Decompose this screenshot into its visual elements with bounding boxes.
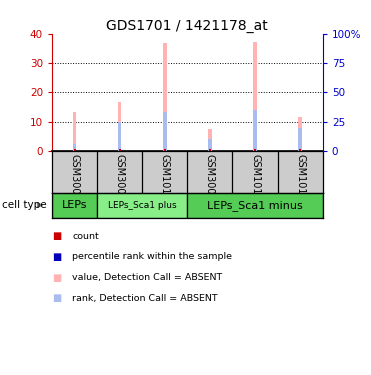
Title: GDS1701 / 1421178_at: GDS1701 / 1421178_at: [106, 19, 268, 33]
Text: GSM30084: GSM30084: [115, 154, 125, 207]
Text: LEPs_Sca1 plus: LEPs_Sca1 plus: [108, 201, 177, 210]
Text: count: count: [72, 232, 99, 241]
Bar: [187, 193, 323, 217]
Text: percentile rank within the sample: percentile rank within the sample: [72, 252, 232, 261]
Bar: [208, 139, 212, 151]
Text: ■: ■: [52, 252, 61, 262]
Text: ■: ■: [52, 273, 61, 282]
Bar: [298, 128, 302, 151]
Bar: [298, 117, 302, 151]
Bar: [97, 193, 187, 217]
Text: GSM30085: GSM30085: [205, 154, 215, 207]
Bar: [163, 112, 167, 151]
Text: cell type: cell type: [2, 200, 46, 210]
Text: value, Detection Call = ABSENT: value, Detection Call = ABSENT: [72, 273, 223, 282]
Bar: [52, 193, 97, 217]
Bar: [73, 112, 76, 151]
Text: GSM101118: GSM101118: [250, 154, 260, 213]
Bar: [208, 129, 212, 151]
Bar: [118, 102, 121, 151]
Bar: [253, 110, 257, 151]
Bar: [73, 144, 76, 151]
Text: LEPs_Sca1 minus: LEPs_Sca1 minus: [207, 200, 303, 211]
Text: LEPs: LEPs: [62, 200, 87, 210]
Bar: [118, 122, 121, 151]
Text: GSM101119: GSM101119: [295, 154, 305, 213]
Text: ■: ■: [52, 231, 61, 241]
Text: GSM30082: GSM30082: [69, 154, 79, 207]
Bar: [253, 42, 257, 151]
Text: ■: ■: [52, 293, 61, 303]
Bar: [163, 42, 167, 151]
Text: rank, Detection Call = ABSENT: rank, Detection Call = ABSENT: [72, 294, 218, 303]
Text: GSM101117: GSM101117: [160, 154, 170, 213]
